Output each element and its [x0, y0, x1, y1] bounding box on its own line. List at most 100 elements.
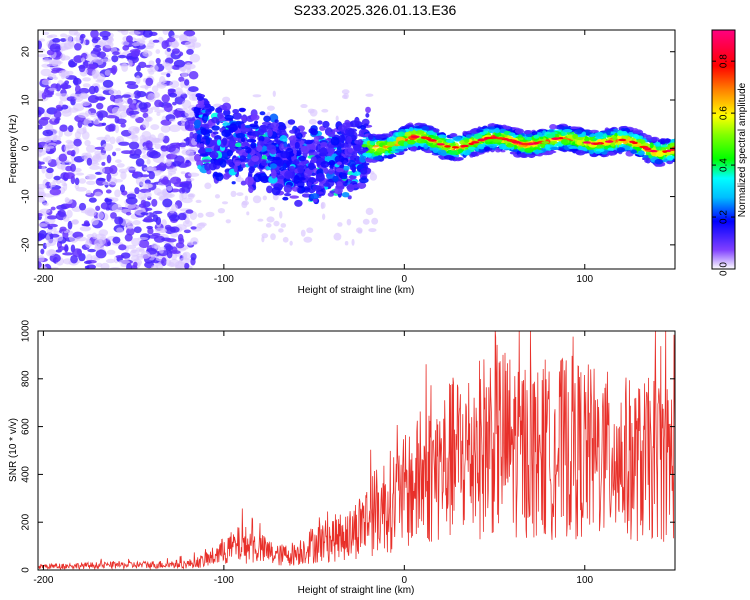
- heatmap-cell: [666, 160, 674, 165]
- heatmap-cell: [666, 155, 674, 161]
- heatmap-cell: [86, 180, 96, 186]
- heatmap-cell: [253, 173, 262, 183]
- heatmap-cell: [166, 47, 171, 52]
- heatmap-cell: [282, 163, 287, 170]
- heatmap-cell: [101, 58, 112, 63]
- heatmap-cell: [205, 108, 212, 115]
- heatmap-cell: [181, 71, 188, 78]
- heatmap-cell: [261, 233, 269, 239]
- heatmap-cell: [222, 122, 231, 127]
- colorbar-tick-label: 0.6: [719, 106, 730, 120]
- heatmap-cell: [188, 71, 199, 80]
- heatmap-cell: [169, 176, 182, 185]
- heatmap-cell: [235, 132, 246, 139]
- heatmap-cell: [656, 141, 661, 146]
- heatmap-cell: [240, 123, 246, 130]
- heatmap-cell: [72, 77, 82, 86]
- heatmap-cell: [195, 113, 200, 119]
- heatmap-cell: [156, 83, 168, 87]
- heatmap-cell: [59, 93, 69, 102]
- heatmap-cell: [312, 198, 318, 203]
- heatmap-cell: [617, 130, 624, 137]
- heatmap-cell: [676, 135, 683, 139]
- heatmap-cell: [162, 30, 169, 36]
- heatmap-cell: [320, 141, 328, 148]
- heatmap-cell: [662, 150, 668, 153]
- snr-xtick-label: -100: [214, 575, 234, 586]
- heatmap-cell: [140, 251, 151, 259]
- heatmap-cell: [259, 111, 266, 116]
- heatmap-cell: [403, 141, 408, 147]
- heatmap-cell: [105, 258, 116, 264]
- heatmap-cell: [386, 141, 395, 147]
- heatmap-cell: [277, 175, 285, 180]
- heatmap-cell: [473, 133, 482, 140]
- heatmap-cell: [423, 143, 429, 149]
- heatmap-cell: [66, 96, 77, 102]
- heatmap-cell: [52, 38, 61, 43]
- heatmap-cell: [150, 124, 160, 130]
- heatmap-cell: [300, 229, 306, 237]
- heatmap-cell: [171, 48, 180, 55]
- heatmap-cell: [146, 225, 153, 230]
- heatmap-cell: [287, 119, 296, 125]
- heatmap-cell: [357, 181, 367, 189]
- heatmap-cell: [116, 227, 124, 233]
- heatmap-cell: [269, 206, 276, 212]
- heatmap-cell: [544, 144, 550, 150]
- heatmap-cell: [403, 132, 412, 137]
- heatmap-cell: [101, 122, 107, 126]
- heatmap-cell: [298, 177, 306, 181]
- heatmap-cell: [307, 177, 317, 183]
- heatmap-cell: [38, 106, 45, 115]
- heatmap-cell: [495, 137, 506, 140]
- heatmap-cell: [329, 190, 335, 194]
- heatmap-cell: [147, 227, 154, 235]
- heatmap-cell: [300, 145, 310, 153]
- heatmap-cell: [510, 151, 516, 155]
- heatmap-cell: [111, 106, 121, 115]
- heatmap-cell: [70, 254, 78, 264]
- heatmap-cell: [253, 120, 259, 125]
- heatmap-cell: [288, 136, 294, 141]
- heatmap-cell: [654, 158, 664, 165]
- heatmap-cell: [508, 139, 515, 142]
- heatmap-cell: [161, 94, 170, 103]
- heatmap-cell: [73, 55, 84, 63]
- heatmap-cell: [335, 115, 339, 122]
- heatmap-cell: [49, 182, 57, 188]
- heatmap-cell: [99, 236, 107, 246]
- heatmap-cell: [114, 189, 121, 198]
- heatmap-cell: [38, 212, 43, 217]
- heatmap-cell: [84, 139, 91, 147]
- heatmap-cell: [169, 226, 180, 233]
- heatmap-cell: [163, 192, 175, 199]
- heatmap-cell: [279, 167, 285, 172]
- snr-ytick-label: 600: [21, 418, 32, 435]
- heatmap-cell: [40, 248, 45, 255]
- heatmap-cell: [525, 130, 531, 134]
- heatmap-cell: [677, 148, 684, 153]
- heatmap-cell: [105, 189, 112, 194]
- heatmap-cell: [73, 31, 81, 36]
- colorbar-tick-label: 0.4: [719, 158, 730, 172]
- heatmap-cell: [369, 140, 376, 146]
- heatmap-cell: [315, 144, 321, 153]
- heatmap-cell: [560, 131, 568, 136]
- heatmap-cell: [68, 107, 79, 113]
- heatmap-cell: [141, 183, 153, 189]
- heatmap-cell: [179, 182, 190, 188]
- heatmap-cell: [257, 128, 265, 136]
- heatmap-cell: [168, 173, 173, 177]
- heatmap-cell: [550, 146, 560, 151]
- heatmap-cell: [122, 45, 130, 51]
- heatmap-cell: [319, 147, 328, 157]
- heatmap-cell: [534, 149, 540, 155]
- heatmap-cell: [645, 157, 651, 164]
- heatmap-cell: [168, 92, 178, 98]
- heatmap-cell: [96, 110, 108, 118]
- heatmap-cell: [41, 63, 51, 68]
- heatmap-cell: [101, 161, 106, 166]
- heatmap-cell: [365, 207, 374, 216]
- heatmap-cell: [106, 249, 116, 255]
